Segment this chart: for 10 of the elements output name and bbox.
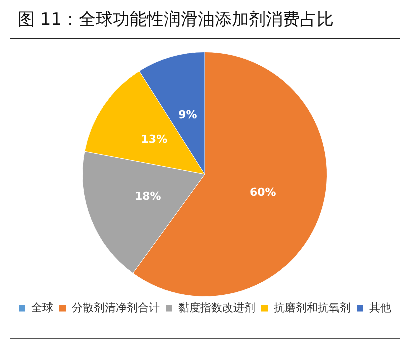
legend-label: 黏度指数改进剂 bbox=[178, 301, 256, 314]
data-label: 60% bbox=[250, 186, 276, 200]
legend-label: 分散剂清净剂合计 bbox=[72, 301, 160, 314]
data-label: 18% bbox=[134, 190, 162, 203]
legend-label: 抗磨剂和抗氧剂 bbox=[274, 301, 351, 314]
legend-label: 其他 bbox=[369, 301, 392, 314]
data-label: 9% bbox=[178, 108, 198, 122]
data-label: 13% bbox=[141, 133, 168, 146]
legend-label: 全球 bbox=[31, 301, 54, 314]
chart-title: 图 11：全球功能性润滑油添加剂消费占比 bbox=[18, 9, 334, 31]
